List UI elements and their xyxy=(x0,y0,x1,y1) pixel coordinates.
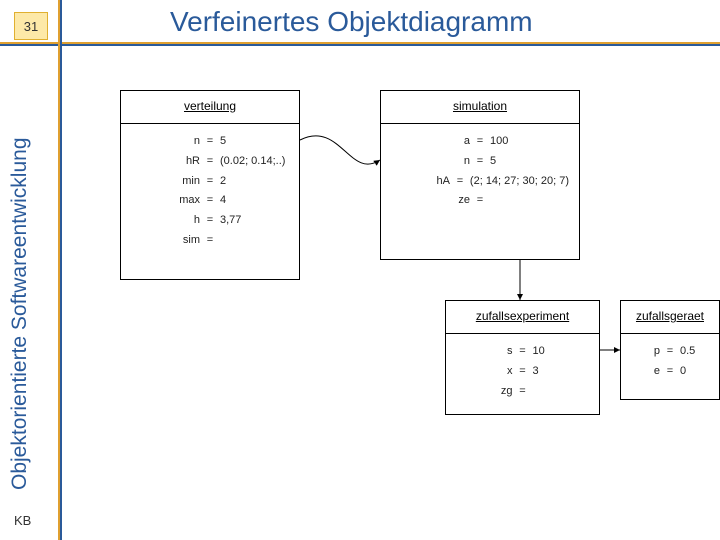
attr-val: 10 xyxy=(529,342,590,362)
object-title: simulation xyxy=(381,91,579,124)
attr-row: s=10 xyxy=(456,342,589,362)
attr-eq: = xyxy=(664,342,676,362)
attr-name: x xyxy=(456,362,517,382)
object-title: zufallsgeraet xyxy=(621,301,719,334)
attr-eq: = xyxy=(517,382,529,402)
object-body: p=0.5 e=0 xyxy=(621,334,719,390)
object-simulation: simulation a=100 n=5 hA=(2; 14; 27; 30; … xyxy=(380,90,580,260)
attr-name: zg xyxy=(456,382,517,402)
attr-row: zg= xyxy=(456,382,589,402)
attr-row: hR=(0.02; 0.14;..) xyxy=(131,152,289,172)
attr-name: ze xyxy=(391,191,474,211)
attr-eq: = xyxy=(454,172,466,192)
attr-row: n=5 xyxy=(131,132,289,152)
object-zufallsgeraet: zufallsgeraet p=0.5 e=0 xyxy=(620,300,720,400)
attr-row: n=5 xyxy=(391,152,569,172)
attr-val: 100 xyxy=(486,132,569,152)
side-label: Objektorientierte Softwareentwicklung xyxy=(8,137,32,490)
attr-eq: = xyxy=(204,211,216,231)
attr-val: (0.02; 0.14;..) xyxy=(216,152,289,172)
attr-row: ze= xyxy=(391,191,569,211)
attr-val xyxy=(216,231,289,251)
attr-name: n xyxy=(391,152,474,172)
attr-eq: = xyxy=(474,152,486,172)
attr-row: e=0 xyxy=(631,362,709,382)
attr-row: max=4 xyxy=(131,191,289,211)
attr-eq: = xyxy=(474,191,486,211)
attr-val: 5 xyxy=(216,132,289,152)
slide-number: 31 xyxy=(24,19,38,34)
object-body: s=10 x=3 zg= xyxy=(446,334,599,409)
attr-name: a xyxy=(391,132,474,152)
attr-val: 2 xyxy=(216,172,289,192)
attr-eq: = xyxy=(517,362,529,382)
attr-row: x=3 xyxy=(456,362,589,382)
attr-val: 0 xyxy=(676,362,709,382)
attr-row: p=0.5 xyxy=(631,342,709,362)
attr-val: (2; 14; 27; 30; 20; 7) xyxy=(466,172,569,192)
attr-row: h=3,77 xyxy=(131,211,289,231)
attr-name: p xyxy=(631,342,664,362)
attr-val: 0.5 xyxy=(676,342,709,362)
attr-name: h xyxy=(131,211,204,231)
attr-row: hA=(2; 14; 27; 30; 20; 7) xyxy=(391,172,569,192)
attr-name: hA xyxy=(391,172,454,192)
attr-val xyxy=(529,382,590,402)
attr-eq: = xyxy=(204,191,216,211)
object-diagram: verteilung n=5 hR=(0.02; 0.14;..) min=2 … xyxy=(80,80,710,500)
attr-name: sim xyxy=(131,231,204,251)
object-body: a=100 n=5 hA=(2; 14; 27; 30; 20; 7) ze= xyxy=(381,124,579,219)
attr-eq: = xyxy=(204,132,216,152)
footer-label: KB xyxy=(14,513,31,528)
attr-name: max xyxy=(131,191,204,211)
attr-val xyxy=(486,191,569,211)
object-body: n=5 hR=(0.02; 0.14;..) min=2 max=4 h=3,7… xyxy=(121,124,299,259)
object-zufallsexperiment: zufallsexperiment s=10 x=3 zg= xyxy=(445,300,600,415)
attr-name: s xyxy=(456,342,517,362)
attr-eq: = xyxy=(517,342,529,362)
attr-name: e xyxy=(631,362,664,382)
attr-val: 3 xyxy=(529,362,590,382)
object-verteilung: verteilung n=5 hR=(0.02; 0.14;..) min=2 … xyxy=(120,90,300,280)
attr-eq: = xyxy=(204,231,216,251)
attr-val: 3,77 xyxy=(216,211,289,231)
connector xyxy=(300,136,380,164)
attr-row: min=2 xyxy=(131,172,289,192)
attr-row: sim= xyxy=(131,231,289,251)
attr-eq: = xyxy=(204,172,216,192)
slide-number-box: 31 xyxy=(14,12,48,40)
attr-name: n xyxy=(131,132,204,152)
divider-vertical-blue xyxy=(60,0,62,540)
attr-val: 5 xyxy=(486,152,569,172)
attr-eq: = xyxy=(204,152,216,172)
attr-val: 4 xyxy=(216,191,289,211)
attr-eq: = xyxy=(664,362,676,382)
attr-name: hR xyxy=(131,152,204,172)
object-title: verteilung xyxy=(121,91,299,124)
attr-row: a=100 xyxy=(391,132,569,152)
divider-horizontal-blue xyxy=(0,44,720,46)
page-title: Verfeinertes Objektdiagramm xyxy=(170,6,533,38)
attr-eq: = xyxy=(474,132,486,152)
object-title: zufallsexperiment xyxy=(446,301,599,334)
attr-name: min xyxy=(131,172,204,192)
